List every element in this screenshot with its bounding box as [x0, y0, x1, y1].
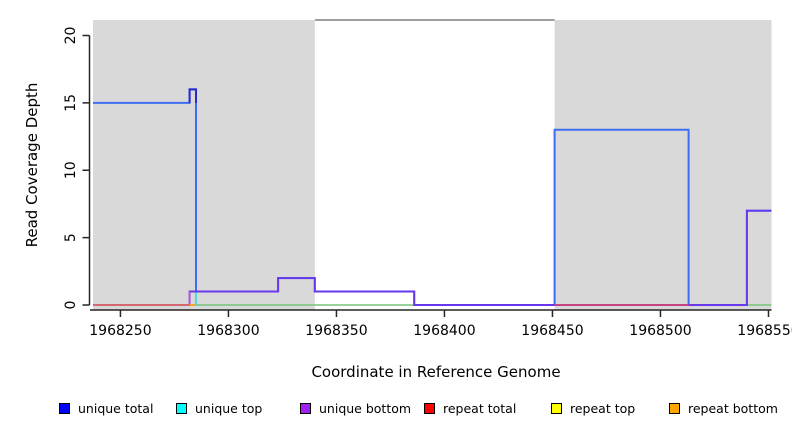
legend-label: unique total: [78, 400, 154, 416]
series-unique-bottom: [188, 209, 772, 306]
x-tick-label: 1968300: [197, 323, 259, 339]
x-axis-title: Coordinate in Reference Genome: [311, 363, 561, 381]
legend-label: repeat bottom: [688, 400, 778, 416]
legend-item-repeat-bottom: repeat bottom: [669, 398, 778, 418]
x-tick-label: 1968400: [413, 323, 475, 339]
y-tick-label: 15: [63, 94, 79, 112]
legend-swatch-icon: [59, 402, 70, 414]
legend-label: repeat total: [443, 400, 517, 416]
legend-item-unique-bottom: unique bottom: [300, 398, 411, 418]
legend-swatch-icon: [300, 402, 311, 414]
legend-item-unique-top: unique top: [176, 398, 262, 418]
legend-swatch-icon: [551, 402, 562, 414]
legend-item-repeat-top: repeat top: [551, 398, 635, 418]
repeat-region-rect: [93, 20, 315, 310]
legend-item-repeat-total: repeat total: [424, 398, 516, 418]
y-tick-label: 0: [63, 301, 79, 310]
x-tick-label: 1968450: [521, 323, 583, 339]
legend-label: unique bottom: [319, 400, 412, 416]
x-tick-label: 1968500: [629, 323, 691, 339]
x-tick-label: 1968250: [89, 323, 151, 339]
x-tick-label: 1968350: [305, 323, 367, 339]
repeat-region-rect: [554, 20, 772, 310]
series-unique-total-spike-outline: [188, 88, 197, 103]
y-tick-label: 5: [63, 233, 79, 242]
legend-item-unique-total: unique total: [59, 398, 153, 418]
y-tick-label: 20: [63, 27, 79, 45]
legend-label: unique top: [195, 400, 263, 416]
y-axis-title: Read Coverage Depth: [23, 82, 41, 248]
legend-label: repeat top: [570, 400, 636, 416]
legend: unique total unique top unique bottom repea…: [0, 398, 792, 420]
legend-swatch-icon: [424, 402, 435, 414]
legend-swatch-icon: [176, 402, 187, 414]
legend-swatch-icon: [669, 402, 680, 414]
y-tick-label: 10: [63, 161, 79, 179]
